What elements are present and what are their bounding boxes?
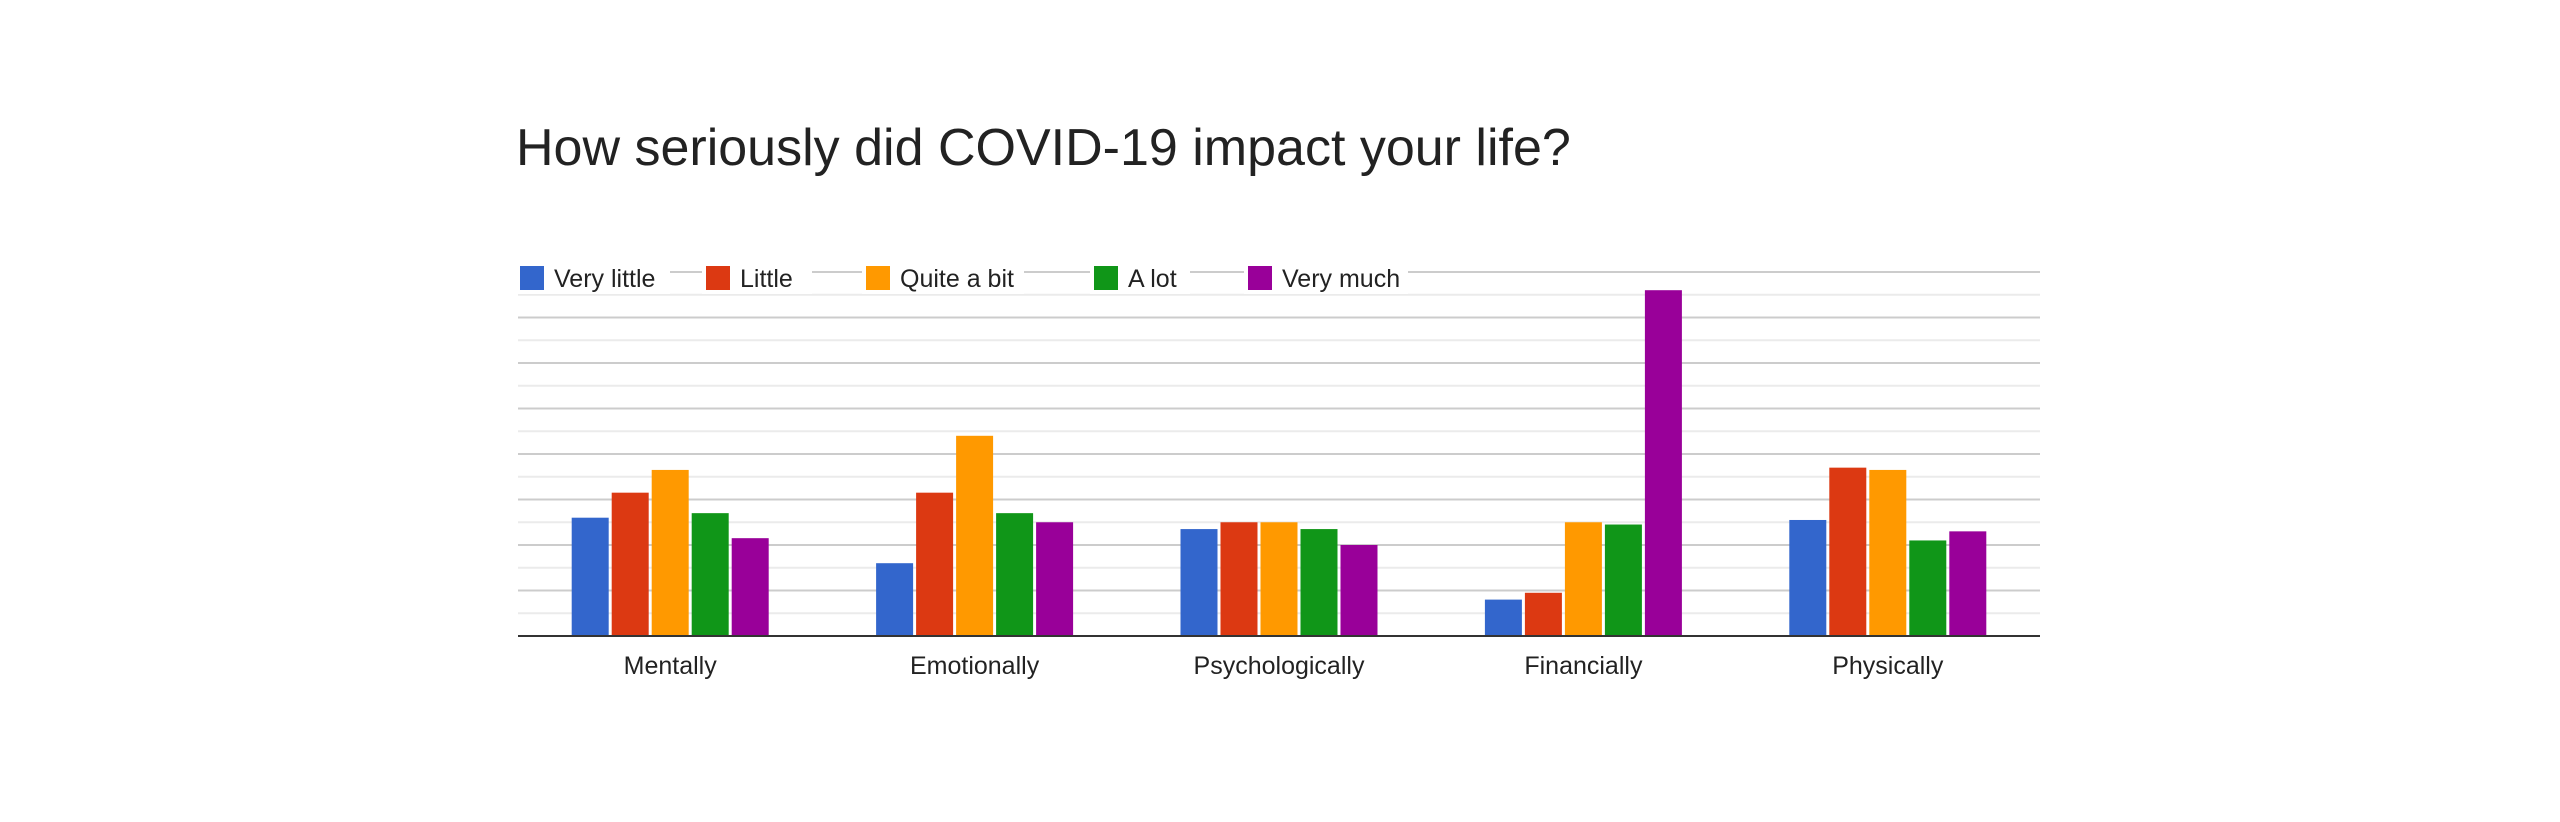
gridlines (518, 271, 2040, 615)
bar-a-lot-financially[interactable] (1604, 524, 1642, 636)
legend-swatch-quite-a-bit[interactable] (866, 266, 890, 290)
bar-quite-a-bit-emotionally[interactable] (956, 435, 994, 636)
bar-quite-a-bit-physically[interactable] (1869, 469, 1907, 636)
bar-little-mentally[interactable] (611, 492, 649, 636)
bar-very-much-psychologically[interactable] (1340, 545, 1378, 636)
bar-very-much-physically[interactable] (1949, 531, 1987, 636)
bar-quite-a-bit-financially[interactable] (1564, 522, 1602, 636)
x-tick-label: Psychologically (1194, 652, 1365, 680)
legend-label-very-little[interactable]: Very little (554, 265, 655, 293)
legend-label-quite-a-bit[interactable]: Quite a bit (900, 265, 1014, 293)
x-tick-label: Mentally (624, 652, 718, 680)
legend: Very little Little Quite a bit A lot Very mu… (516, 262, 1408, 294)
bar-a-lot-psychologically[interactable] (1300, 529, 1338, 636)
bar-very-much-mentally[interactable] (731, 538, 769, 636)
bars (571, 290, 1987, 636)
bar-little-physically[interactable] (1829, 467, 1867, 636)
bar-quite-a-bit-mentally[interactable] (651, 469, 689, 636)
x-tick-label: Financially (1524, 652, 1643, 680)
bar-very-little-physically[interactable] (1789, 519, 1827, 636)
chart-title: How seriously did COVID-19 impact your l… (516, 119, 1571, 177)
bar-very-much-emotionally[interactable] (1036, 522, 1074, 636)
bar-very-much-financially[interactable] (1644, 290, 1682, 636)
x-tick-label: Emotionally (910, 652, 1040, 680)
bar-a-lot-emotionally[interactable] (996, 513, 1034, 636)
x-tick-label: Physically (1832, 652, 1944, 680)
legend-label-very-much[interactable]: Very much (1282, 265, 1400, 293)
legend-label-little[interactable]: Little (740, 265, 793, 293)
legend-label-a-lot[interactable]: A lot (1128, 265, 1177, 293)
bar-a-lot-mentally[interactable] (691, 513, 729, 636)
legend-swatch-very-much[interactable] (1248, 266, 1272, 290)
bar-little-emotionally[interactable] (916, 492, 954, 636)
legend-swatch-little[interactable] (706, 266, 730, 290)
bar-very-little-financially[interactable] (1484, 599, 1522, 636)
bar-very-little-mentally[interactable] (571, 517, 609, 636)
legend-swatch-a-lot[interactable] (1094, 266, 1118, 290)
bar-little-psychologically[interactable] (1220, 522, 1258, 636)
legend-swatch-very-little[interactable] (520, 266, 544, 290)
bar-little-financially[interactable] (1524, 592, 1562, 636)
bar-very-little-emotionally[interactable] (876, 563, 914, 636)
bar-very-little-psychologically[interactable] (1180, 529, 1218, 636)
bar-a-lot-physically[interactable] (1909, 540, 1947, 636)
x-axis-ticks: Mentally Emotionally Psychologically Financ… (624, 652, 1944, 680)
bar-quite-a-bit-psychologically[interactable] (1260, 522, 1298, 636)
